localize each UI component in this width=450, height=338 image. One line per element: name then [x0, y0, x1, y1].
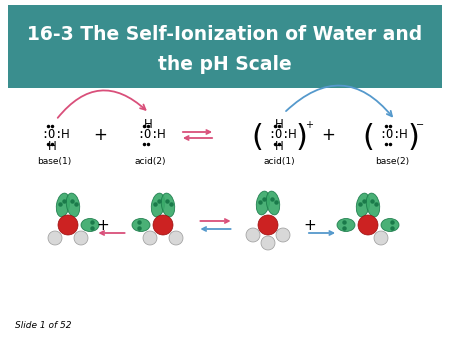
- Text: +: +: [305, 120, 313, 130]
- FancyArrowPatch shape: [286, 86, 392, 116]
- Ellipse shape: [256, 191, 270, 215]
- Text: H: H: [274, 140, 284, 152]
- Text: :O:: :O:: [41, 128, 63, 142]
- Ellipse shape: [356, 193, 370, 217]
- Text: +: +: [97, 217, 109, 233]
- Text: +: +: [321, 126, 335, 144]
- Text: H: H: [144, 118, 153, 130]
- Circle shape: [58, 215, 78, 235]
- Ellipse shape: [132, 218, 150, 232]
- Circle shape: [153, 215, 173, 235]
- Ellipse shape: [266, 191, 280, 215]
- Circle shape: [358, 215, 378, 235]
- Text: ): ): [296, 122, 308, 151]
- Ellipse shape: [81, 218, 99, 232]
- Text: H: H: [274, 118, 284, 130]
- Text: :O:: :O:: [137, 128, 159, 142]
- Ellipse shape: [337, 218, 355, 232]
- Ellipse shape: [366, 193, 380, 217]
- Text: acid(1): acid(1): [263, 157, 295, 166]
- Ellipse shape: [56, 193, 70, 217]
- Text: H: H: [157, 128, 166, 142]
- Text: :O:: :O:: [379, 128, 400, 142]
- Circle shape: [261, 236, 275, 250]
- Text: acid(2): acid(2): [134, 157, 166, 166]
- Text: 16-3 The Self-Ionization of Water and: 16-3 The Self-Ionization of Water and: [27, 25, 423, 45]
- Circle shape: [48, 231, 62, 245]
- Text: base(1): base(1): [37, 157, 71, 166]
- Text: +: +: [304, 217, 316, 233]
- Circle shape: [74, 231, 88, 245]
- Circle shape: [374, 231, 388, 245]
- Text: the pH Scale: the pH Scale: [158, 55, 292, 74]
- Text: H: H: [48, 140, 56, 152]
- Text: H: H: [399, 128, 407, 142]
- Ellipse shape: [381, 218, 399, 232]
- Text: (: (: [362, 122, 374, 151]
- Circle shape: [143, 231, 157, 245]
- Text: H: H: [61, 128, 69, 142]
- Ellipse shape: [151, 193, 165, 217]
- Text: +: +: [93, 126, 107, 144]
- Circle shape: [246, 228, 260, 242]
- Circle shape: [276, 228, 290, 242]
- Text: :O:: :O:: [268, 128, 290, 142]
- Text: base(2): base(2): [375, 157, 409, 166]
- Text: (: (: [251, 122, 263, 151]
- Text: Slide 1 of 52: Slide 1 of 52: [15, 321, 72, 331]
- Ellipse shape: [161, 193, 175, 217]
- Circle shape: [169, 231, 183, 245]
- Text: −: −: [416, 120, 424, 130]
- FancyArrowPatch shape: [58, 90, 145, 118]
- FancyBboxPatch shape: [8, 5, 442, 88]
- Ellipse shape: [66, 193, 80, 217]
- Text: ): ): [407, 122, 419, 151]
- Text: H: H: [288, 128, 297, 142]
- Circle shape: [258, 215, 278, 235]
